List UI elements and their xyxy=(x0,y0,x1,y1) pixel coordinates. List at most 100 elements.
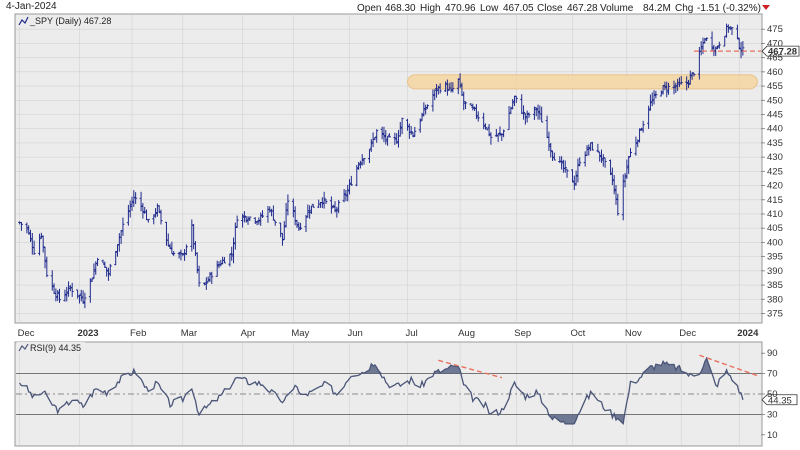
ohlc-bar xyxy=(458,73,462,89)
ohlc-bar xyxy=(32,240,36,255)
ohlc-bar xyxy=(641,120,645,133)
ohlc-bar xyxy=(241,213,245,228)
ohlc-bar xyxy=(204,277,208,290)
ohlc-bar xyxy=(308,205,312,219)
price-y-tick-label: 435 xyxy=(767,138,783,149)
ohlc-bar xyxy=(108,263,112,277)
ohlc-bar xyxy=(348,179,352,195)
rsi-y-tick-label: 30 xyxy=(767,409,778,420)
ohlc-bar xyxy=(688,70,692,85)
ohlc-bar xyxy=(406,118,410,131)
ohlc-bar xyxy=(39,232,43,239)
ohlc-bar xyxy=(203,282,207,286)
ohlc-bar xyxy=(599,149,603,163)
ohlc-bar xyxy=(306,204,310,218)
last-value-tag xyxy=(761,45,800,57)
ohlc-bar xyxy=(741,41,745,56)
ohlc-bar xyxy=(152,214,156,225)
ohlc-bar xyxy=(195,252,199,274)
ohlc-bar xyxy=(482,112,486,130)
price-y-tick-label: 450 xyxy=(767,95,783,106)
ohlc-bar xyxy=(590,141,594,151)
ohlc-bar xyxy=(547,131,551,151)
x-tick-label: Jun xyxy=(348,328,363,339)
x-tick-label: May xyxy=(291,328,309,339)
ohlc-bar xyxy=(311,203,315,208)
ohlc-bar xyxy=(384,130,388,145)
ohlc-bar xyxy=(362,157,366,165)
header-close-value: 467.28 xyxy=(567,3,598,14)
ohlc-bar xyxy=(525,110,529,123)
ohlc-bar xyxy=(373,137,377,141)
ohlc-bar xyxy=(380,126,384,140)
ohlc-bar xyxy=(587,144,591,156)
ohlc-bar xyxy=(382,126,386,143)
ohlc-bar xyxy=(83,292,87,309)
header-chg-value: -1.51 (-0.32%) xyxy=(697,3,761,14)
ohlc-bar xyxy=(271,205,275,221)
ohlc-bar xyxy=(105,266,109,277)
rsi-overbought-area xyxy=(19,358,743,374)
ohlc-bar xyxy=(418,118,422,133)
ohlc-bar xyxy=(563,160,567,173)
resistance-band-rect xyxy=(407,74,758,90)
ohlc-bar xyxy=(210,271,214,284)
rsi-y-tick-label: 10 xyxy=(767,430,778,441)
price-bars xyxy=(18,23,745,309)
price-y-tick-label: 405 xyxy=(767,223,783,234)
ohlc-bar xyxy=(242,211,246,223)
ohlc-bar xyxy=(25,222,29,234)
ohlc-bar xyxy=(634,136,638,156)
rsi-icon xyxy=(18,343,29,352)
header-volume-label: Volume xyxy=(600,3,634,14)
price-y-tick-label: 425 xyxy=(767,166,783,177)
ohlc-bar xyxy=(65,286,69,302)
ohlc-bar xyxy=(572,175,576,191)
ohlc-bar xyxy=(92,263,96,279)
ohlc-bar xyxy=(699,41,703,56)
ohlc-bar xyxy=(627,156,631,174)
ohlc-bar xyxy=(609,159,613,176)
ohlc-bar xyxy=(375,129,379,143)
price-legend: _SPY (Daily) 467.28 xyxy=(29,16,111,26)
ohlc-bar xyxy=(532,106,536,120)
ohlc-bar xyxy=(425,104,429,109)
ohlc-bar xyxy=(451,82,455,93)
ohlc-bar xyxy=(413,126,417,138)
ohlc-bar xyxy=(357,161,361,170)
ohlc-bar xyxy=(349,175,353,186)
ohlc-bar xyxy=(464,101,468,110)
ohlc-bar xyxy=(29,229,33,242)
ohlc-bar xyxy=(502,129,506,138)
ohlc-bar xyxy=(523,113,527,125)
ohlc-bar xyxy=(534,107,538,117)
header-open-label: Open xyxy=(357,3,381,14)
ohlc-bar xyxy=(19,221,23,231)
ohlc-bar xyxy=(166,233,170,247)
ohlc-bar xyxy=(320,197,324,209)
ohlc-bar xyxy=(685,76,689,91)
x-tick-label: Mar xyxy=(181,328,197,339)
ohlc-bar xyxy=(661,85,665,95)
ohlc-bar xyxy=(128,200,132,218)
rsi-trendline-2 xyxy=(699,354,758,377)
ohlc-bar xyxy=(355,164,359,187)
ohlc-bar xyxy=(679,76,683,85)
ohlc-bar xyxy=(735,24,739,40)
ohlc-bar xyxy=(45,256,49,278)
ohlc-bar xyxy=(342,189,346,203)
ohlc-bar xyxy=(565,168,569,178)
ohlc-bar xyxy=(393,132,397,145)
ohlc-bar xyxy=(255,221,259,226)
price-y-tick-label: 375 xyxy=(767,308,783,319)
price-y-tick-label: 455 xyxy=(767,81,783,92)
ohlc-bar xyxy=(625,159,629,179)
ohlc-bar xyxy=(433,89,437,101)
x-tick-label: Nov xyxy=(625,328,642,339)
ohlc-bar xyxy=(197,265,201,287)
ohlc-bar xyxy=(309,205,313,214)
ohlc-bar xyxy=(367,149,371,164)
ohlc-bar xyxy=(38,233,42,256)
header-low-value: 467.05 xyxy=(503,3,534,14)
ohlc-bar xyxy=(469,103,473,107)
